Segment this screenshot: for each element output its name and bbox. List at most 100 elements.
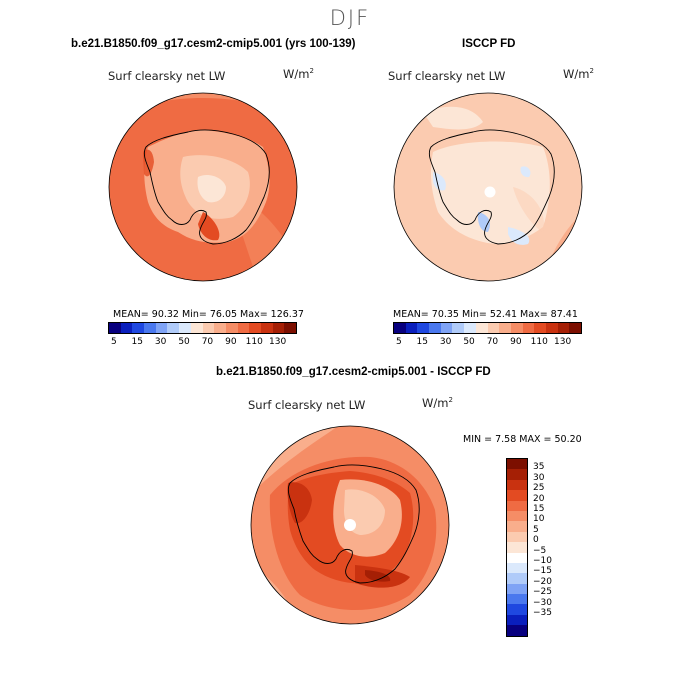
colorbar-swatch — [272, 323, 285, 333]
colorbar-tick-label: 15 — [131, 337, 143, 347]
colorbar-swatch — [452, 323, 465, 333]
colorbar-swatch — [507, 531, 527, 543]
colorbar-tick-label: 10 — [533, 514, 545, 525]
colorbar-tick-label: 130 — [269, 337, 287, 347]
model-map — [108, 92, 298, 282]
colorbar-swatch — [507, 604, 527, 615]
colorbar-swatch — [475, 323, 488, 333]
season-title: DJF — [329, 6, 371, 30]
colorbar-tick-label: 110 — [530, 337, 548, 347]
diff-colorbar — [506, 458, 528, 637]
colorbar-tick-label: −35 — [533, 608, 552, 618]
colorbar-swatch — [167, 323, 180, 333]
colorbar-tick-label: 0 — [533, 535, 539, 546]
colorbar-swatch — [260, 323, 273, 333]
colorbar-swatch — [507, 552, 527, 563]
colorbar-tick-label: 5 — [533, 524, 539, 535]
colorbar-swatch — [534, 323, 546, 333]
diff-subtitle: Surf clearsky net LW — [248, 398, 366, 412]
colorbar-tick-label: 130 — [554, 337, 572, 347]
colorbar-tick-label: −10 — [533, 556, 552, 566]
diff-map — [250, 425, 450, 625]
obs-map — [393, 92, 583, 282]
colorbar-swatch — [569, 323, 581, 333]
colorbar-tick-label: 15 — [416, 337, 428, 347]
colorbar-swatch — [487, 323, 500, 333]
colorbar-swatch — [507, 500, 527, 511]
colorbar-swatch — [202, 323, 215, 333]
colorbar-swatch — [507, 510, 527, 522]
model-colorbar-labels: 5 15 30 50 70 90 110 130 — [108, 337, 296, 349]
colorbar-swatch — [120, 323, 133, 333]
diff-panel-title: b.e21.B1850.f09_g17.cesm2-cmip5.001 - IS… — [216, 366, 491, 378]
colorbar-swatch — [179, 323, 191, 333]
colorbar-swatch — [507, 583, 527, 595]
colorbar-swatch — [507, 490, 527, 501]
colorbar-swatch — [507, 521, 527, 532]
colorbar-tick-label: 15 — [533, 504, 545, 514]
colorbar-tick-label: −30 — [533, 597, 552, 608]
colorbar-swatch — [214, 323, 226, 333]
colorbar-tick-label: 110 — [245, 337, 263, 347]
obs-subtitle: Surf clearsky net LW — [388, 69, 506, 83]
colorbar-swatch — [190, 323, 203, 333]
colorbar-swatch — [507, 573, 527, 584]
model-subtitle: Surf clearsky net LW — [108, 69, 226, 83]
model-colorbar — [108, 322, 297, 334]
colorbar-swatch — [499, 323, 511, 333]
colorbar-swatch — [394, 323, 406, 333]
colorbar-tick-label: 35 — [533, 462, 545, 473]
colorbar-tick-label: 90 — [225, 337, 237, 347]
colorbar-tick-label: 30 — [154, 337, 167, 347]
colorbar-swatch — [510, 323, 523, 333]
colorbar-swatch — [132, 323, 145, 333]
obs-stats: MEAN= 70.35 Min= 52.41 Max= 87.41 — [393, 309, 578, 320]
colorbar-tick-label: 25 — [533, 483, 545, 494]
model-panel-title: b.e21.B1850.f09_g17.cesm2-cmip5.001 (yrs… — [71, 38, 356, 50]
colorbar-swatch — [545, 323, 558, 333]
colorbar-swatch — [507, 542, 527, 553]
colorbar-swatch — [507, 594, 527, 605]
colorbar-tick-label: 30 — [439, 337, 452, 347]
obs-units: W/m2 — [563, 67, 594, 81]
colorbar-swatch — [507, 479, 527, 491]
colorbar-swatch — [507, 469, 527, 480]
colorbar-tick-label: 70 — [201, 337, 214, 347]
colorbar-swatch — [109, 323, 121, 333]
colorbar-swatch — [225, 323, 238, 333]
colorbar-swatch — [557, 323, 570, 333]
diff-stats: MIN = 7.58 MAX = 50.20 — [463, 434, 582, 445]
colorbar-swatch — [522, 323, 535, 333]
colorbar-swatch — [507, 614, 527, 626]
colorbar-tick-label: −25 — [533, 587, 552, 598]
colorbar-tick-label: 70 — [486, 337, 499, 347]
colorbar-swatch — [284, 323, 296, 333]
obs-panel-title: ISCCP FD — [462, 38, 516, 50]
colorbar-swatch — [249, 323, 261, 333]
colorbar-swatch — [507, 562, 527, 574]
colorbar-tick-label: 90 — [510, 337, 522, 347]
colorbar-tick-label: 5 — [395, 337, 402, 347]
diff-colorbar-labels: 35 30 25 20 15 10 5 0 −5 −10 −15 −20 −25 −30 −35 — [533, 458, 573, 638]
colorbar-tick-label: 50 — [463, 337, 475, 347]
model-units: W/m2 — [283, 67, 314, 81]
colorbar-swatch — [429, 323, 441, 333]
diff-units: W/m2 — [422, 396, 453, 410]
colorbar-tick-label: −15 — [533, 566, 552, 577]
obs-colorbar-labels: 5 15 30 50 70 90 110 130 — [393, 337, 581, 349]
colorbar-tick-label: 5 — [110, 337, 117, 347]
colorbar-swatch — [464, 323, 476, 333]
colorbar-tick-label: 50 — [178, 337, 190, 347]
colorbar-tick-label: −5 — [533, 545, 547, 556]
colorbar-swatch — [507, 459, 527, 470]
colorbar-tick-label: 20 — [533, 493, 545, 504]
colorbar-swatch — [237, 323, 250, 333]
model-stats: MEAN= 90.32 Min= 76.05 Max= 126.37 — [113, 309, 304, 320]
colorbar-swatch — [507, 625, 527, 636]
colorbar-tick-label: −20 — [533, 576, 552, 587]
colorbar-swatch — [155, 323, 168, 333]
obs-colorbar — [393, 322, 582, 334]
colorbar-tick-label: 30 — [533, 472, 545, 483]
colorbar-swatch — [440, 323, 453, 333]
colorbar-swatch — [405, 323, 418, 333]
